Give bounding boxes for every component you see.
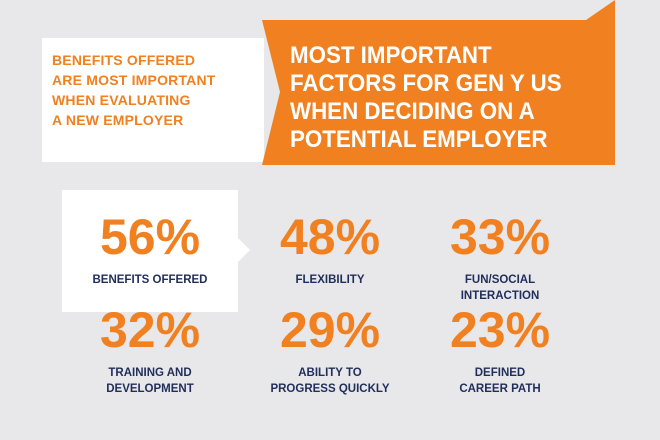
intro-box [42,38,264,162]
stat-label-line: ABILITY TO [298,367,362,379]
stat-label-line: TRAINING AND [108,367,192,379]
stat-item: 56% BENEFITS OFFERED [60,212,240,288]
headline-line: WHEN DECIDING ON A [290,98,535,125]
highlight-box [62,190,250,312]
stat-label-line: INTERACTION [460,290,540,302]
stat-value: 48% [279,209,381,265]
stat-label: TRAINING AND DEVELOPMENT [60,365,240,397]
stat-label: FLEXIBILITY [240,272,420,288]
stat-value: 29% [279,302,381,358]
stat-label-line: BENEFITS OFFERED [92,274,208,286]
intro-text: BENEFITS OFFERED ARE MOST IMPORTANT WHEN E… [52,50,216,130]
headline-line: MOST IMPORTANT [290,42,492,69]
stat-label-line: DEVELOPMENT [106,383,194,395]
stat-item: 32% TRAINING AND DEVELOPMENT [60,305,240,397]
stat-label: ABILITY TO PROGRESS QUICKLY [240,365,420,397]
intro-line: BENEFITS OFFERED [52,52,196,68]
stat-value: 23% [449,302,551,358]
stat-label-line: CAREER PATH [459,383,541,395]
stat-label-line: PROGRESS QUICKLY [270,383,390,395]
stat-label-line: DEFINED [474,367,526,379]
headline: MOST IMPORTANT FACTORS FOR GEN Y US WHEN D… [290,42,562,154]
stat-value: 56% [99,209,201,265]
headline-line: FACTORS FOR GEN Y US [290,70,562,97]
stat-value: 32% [99,302,201,358]
stat-label: BENEFITS OFFERED [60,272,240,288]
stat-value: 33% [449,209,551,265]
headline-banner [262,0,615,165]
intro-line: ARE MOST IMPORTANT [52,72,216,88]
intro-line: WHEN EVALUATING [52,92,191,108]
stat-item: 48% FLEXIBILITY [240,212,420,288]
stat-item: 29% ABILITY TO PROGRESS QUICKLY [240,305,420,397]
stat-label: FUN/SOCIAL INTERACTION [410,272,590,304]
intro-line: A NEW EMPLOYER [52,112,184,128]
stat-label-line: FUN/SOCIAL [464,274,536,286]
stat-item: 23% DEFINED CAREER PATH [410,305,590,397]
headline-line: POTENTIAL EMPLOYER [290,126,548,153]
stat-label-line: FLEXIBILITY [295,274,365,286]
stat-item: 33% FUN/SOCIAL INTERACTION [410,212,590,304]
stat-label: DEFINED CAREER PATH [410,365,590,397]
